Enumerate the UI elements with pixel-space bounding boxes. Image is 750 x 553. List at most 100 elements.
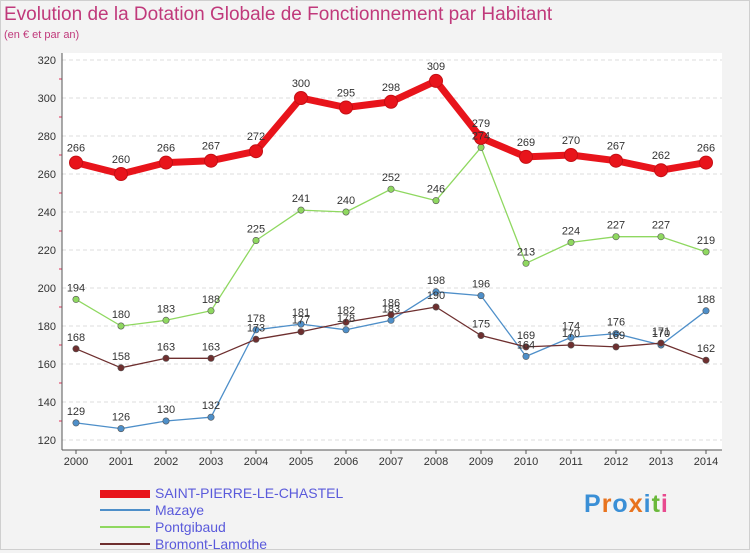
- series-point-3: [432, 303, 440, 311]
- series-point-3: [387, 311, 395, 319]
- data-label: 269: [517, 137, 535, 149]
- series-point-3: [207, 354, 215, 362]
- data-label: 174: [562, 320, 580, 332]
- logo-letter: o: [612, 490, 629, 518]
- y-tick-label: 120: [38, 435, 56, 447]
- y-tick-label: 240: [38, 207, 56, 219]
- series-point-0: [204, 153, 218, 168]
- legend-item: Bromont-Lamothe: [100, 536, 420, 553]
- x-tick-label: 2007: [379, 456, 403, 468]
- series-point-0: [114, 167, 128, 181]
- data-label: 129: [67, 406, 85, 418]
- x-tick-label: 2013: [649, 456, 673, 468]
- legend-label: Pontgibaud: [155, 519, 226, 535]
- series-point-2: [657, 233, 665, 241]
- data-label: 227: [652, 220, 670, 232]
- data-label: 177: [292, 315, 310, 327]
- series-point-0: [159, 155, 173, 170]
- data-label: 196: [472, 279, 490, 291]
- data-label: 171: [652, 326, 670, 338]
- series-point-3: [612, 343, 620, 351]
- series-point-1: [702, 307, 710, 315]
- data-label: 198: [427, 275, 445, 287]
- data-label: 279: [472, 118, 490, 130]
- legend: SAINT-PIERRE-LE-CHASTEL Mazaye Pontgibaud B…: [100, 485, 420, 553]
- data-label: 168: [67, 332, 85, 344]
- logo-letter: t: [651, 490, 661, 518]
- legend-swatch: [100, 543, 150, 545]
- logo-letter: r: [601, 490, 613, 518]
- data-label: 272: [247, 131, 265, 143]
- series-point-2: [252, 237, 260, 245]
- series-point-0: [429, 73, 443, 88]
- chart-title: Evolution de la Dotation Globale de Fonc…: [4, 4, 553, 25]
- series-point-0: [699, 155, 713, 170]
- series-point-0: [654, 163, 668, 178]
- series-point-2: [567, 238, 575, 246]
- data-label: 162: [697, 343, 715, 355]
- series-point-1: [297, 320, 305, 328]
- series-point-2: [72, 295, 80, 303]
- legend-label: Bromont-Lamothe: [155, 536, 268, 552]
- series-point-0: [609, 153, 623, 168]
- series-point-3: [252, 335, 260, 343]
- data-label: 130: [157, 404, 175, 416]
- series-point-2: [162, 316, 170, 324]
- y-tick-label: 220: [38, 245, 56, 257]
- series-point-2: [342, 208, 350, 216]
- series-point-2: [117, 322, 125, 330]
- data-label: 178: [247, 313, 265, 325]
- data-label: 175: [472, 319, 490, 331]
- x-tick-label: 2003: [199, 456, 223, 468]
- x-tick-label: 2011: [559, 456, 583, 468]
- data-label: 240: [337, 195, 355, 207]
- logo-letter: i: [643, 490, 652, 518]
- series-point-1: [252, 326, 260, 334]
- data-label: 246: [427, 184, 445, 196]
- legend-label: SAINT-PIERRE-LE-CHASTEL: [155, 485, 344, 501]
- plot-area: [62, 53, 722, 450]
- data-label: 295: [337, 88, 355, 100]
- data-label: 267: [607, 141, 625, 153]
- series-point-1: [477, 292, 485, 300]
- x-tick-label: 2012: [604, 456, 628, 468]
- y-tick-label: 200: [38, 283, 56, 295]
- legend-item: Pontgibaud: [100, 519, 420, 536]
- x-tick-label: 2002: [154, 456, 178, 468]
- series-point-3: [342, 318, 350, 326]
- data-label: 182: [337, 305, 355, 317]
- logo-letter: i: [660, 490, 669, 518]
- series-point-3: [702, 356, 710, 364]
- data-label: 300: [292, 78, 310, 90]
- data-label: 188: [697, 294, 715, 306]
- data-label: 164: [517, 339, 535, 351]
- chart-subtitle: (en € et par an): [4, 29, 80, 41]
- data-label: 170: [652, 328, 670, 340]
- series-point-2: [432, 197, 440, 205]
- series-point-1: [72, 419, 80, 427]
- y-tick-label: 160: [38, 359, 56, 371]
- proxiti-logo: Proxiti: [584, 490, 669, 519]
- x-tick-label: 2005: [289, 456, 313, 468]
- series-point-0: [519, 149, 533, 164]
- data-label: 309: [427, 61, 445, 73]
- data-label: 267: [202, 141, 220, 153]
- data-label: 219: [697, 235, 715, 247]
- series-point-0: [69, 155, 83, 170]
- data-label: 178: [337, 313, 355, 325]
- logo-letter: P: [584, 490, 602, 518]
- data-label: 270: [562, 135, 580, 147]
- data-label: 158: [112, 351, 130, 363]
- series-point-1: [162, 417, 170, 425]
- data-label: 188: [202, 294, 220, 306]
- data-label: 176: [607, 317, 625, 329]
- series-point-3: [162, 354, 170, 362]
- y-tick-label: 280: [38, 131, 56, 143]
- data-label: 194: [67, 282, 85, 294]
- y-tick-label: 140: [38, 397, 56, 409]
- logo-letter: x: [628, 490, 644, 518]
- data-label: 126: [112, 412, 130, 424]
- series-point-2: [477, 143, 485, 151]
- series-point-1: [342, 326, 350, 334]
- series-point-3: [477, 331, 485, 339]
